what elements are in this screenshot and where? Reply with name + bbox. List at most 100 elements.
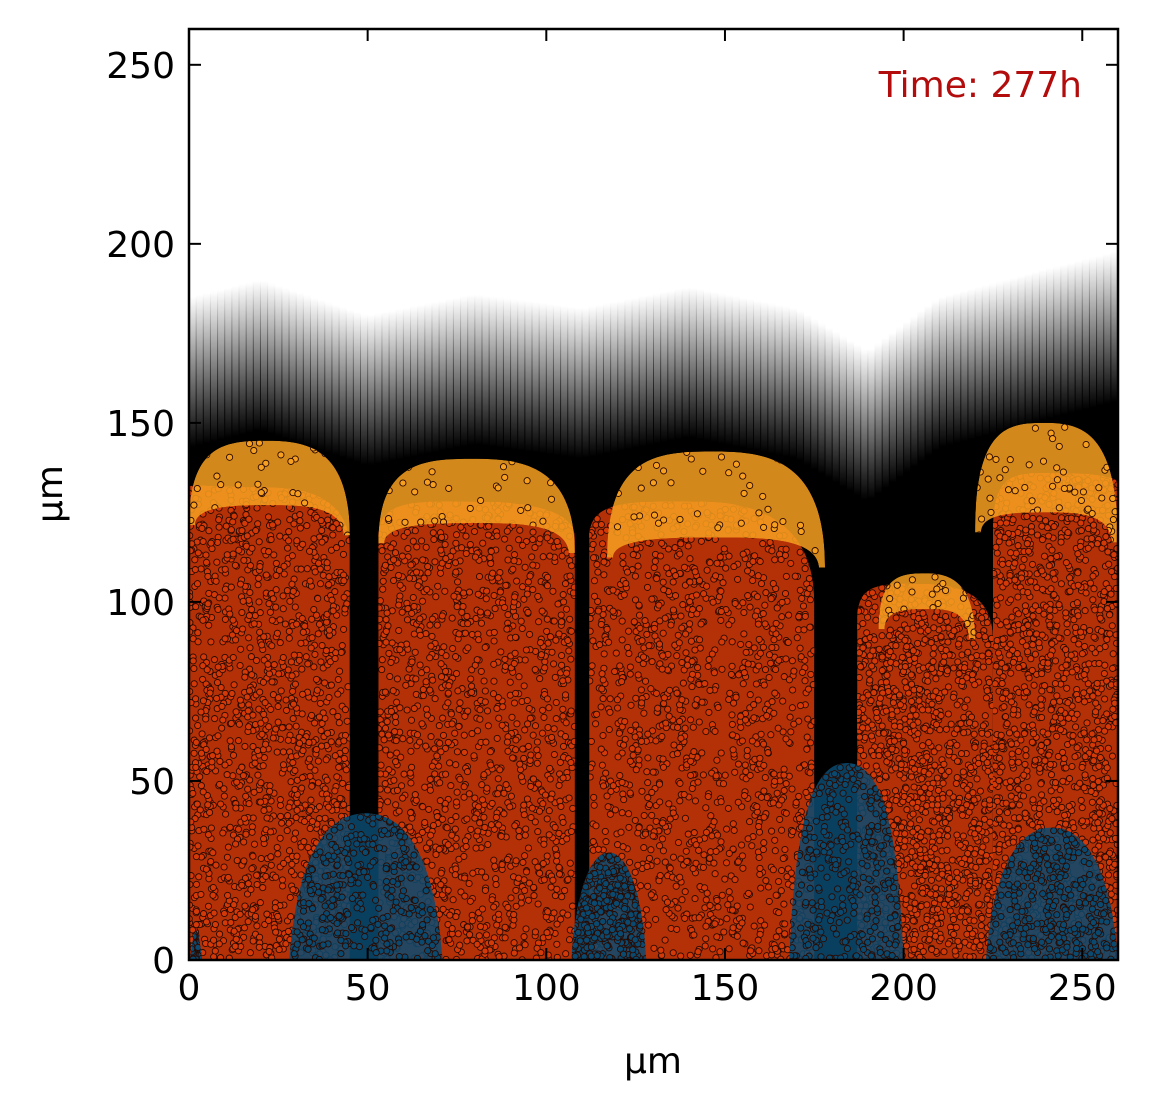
cell-point xyxy=(420,574,428,582)
cell-point xyxy=(710,669,718,677)
cell-point xyxy=(329,607,337,615)
cell-point xyxy=(545,807,553,815)
cell-point xyxy=(717,798,725,806)
cell-point xyxy=(561,691,570,699)
cell-point xyxy=(275,670,283,678)
field-fade-strip xyxy=(767,303,776,454)
cell-point xyxy=(728,711,736,719)
cell-point xyxy=(227,583,235,591)
cell-point xyxy=(265,600,273,608)
field-fade-strip xyxy=(853,344,862,496)
cell-point xyxy=(782,780,790,788)
cell-point xyxy=(494,775,502,783)
cell-point xyxy=(229,550,237,558)
cell-point xyxy=(438,533,446,541)
field-fade-strip xyxy=(981,285,990,436)
cell-point xyxy=(286,893,294,901)
field-fade-strip xyxy=(524,301,533,452)
cell-point xyxy=(437,673,446,681)
cell-point xyxy=(515,673,523,681)
cell-point xyxy=(190,680,198,688)
cell-point xyxy=(322,756,330,764)
cell-point xyxy=(660,694,668,702)
cell-point xyxy=(418,720,426,728)
cell-point xyxy=(291,785,299,793)
cell-point xyxy=(317,658,325,666)
cell-point xyxy=(555,829,563,837)
cell-point xyxy=(213,678,222,687)
field-fade-strip xyxy=(1088,257,1098,408)
cell-point xyxy=(654,704,662,712)
cell-point xyxy=(788,704,796,712)
cell-point xyxy=(487,547,495,555)
cell-point xyxy=(407,747,415,755)
cell-point xyxy=(728,638,736,646)
cell-point xyxy=(396,592,404,600)
cell-point xyxy=(254,581,262,589)
cell-point xyxy=(272,571,280,580)
cell-point xyxy=(682,649,690,657)
cell-point xyxy=(491,605,499,613)
cell-point xyxy=(732,693,740,701)
cell-point xyxy=(285,803,293,811)
field-fade-strip xyxy=(1010,277,1019,428)
cell-point xyxy=(250,840,259,848)
cell-point xyxy=(223,853,231,861)
cell-point xyxy=(570,722,575,731)
cell-point xyxy=(678,658,686,667)
cell-point xyxy=(314,779,322,787)
cell-point xyxy=(237,645,245,653)
cell-point xyxy=(659,847,667,855)
cell-point xyxy=(399,735,407,743)
cell-point xyxy=(293,620,301,628)
cell-point xyxy=(430,535,438,544)
cell-point xyxy=(443,824,451,832)
cell-point xyxy=(680,790,688,799)
cell-point xyxy=(697,620,705,628)
cell-point xyxy=(695,576,704,585)
cell-point xyxy=(555,863,563,871)
cell-point xyxy=(635,601,643,609)
cell-point xyxy=(270,551,278,559)
cell-point xyxy=(614,704,622,712)
cell-point xyxy=(250,620,258,628)
cell-point xyxy=(465,588,474,596)
cell-point xyxy=(441,587,449,595)
cell-point xyxy=(409,537,417,545)
cell-point xyxy=(475,932,483,940)
cell-point xyxy=(687,771,695,779)
cell-point xyxy=(681,814,689,822)
cell-point xyxy=(559,591,567,599)
cell-point xyxy=(468,730,476,738)
cell-point xyxy=(806,596,814,604)
cell-point xyxy=(725,888,733,896)
field-fade-strip xyxy=(845,340,855,491)
field-dark-strip xyxy=(581,457,590,960)
cell-point xyxy=(594,568,602,576)
cell-point xyxy=(767,731,775,739)
cell-point xyxy=(339,779,347,787)
cell-point xyxy=(929,657,937,666)
cell-point xyxy=(527,813,535,822)
cell-point xyxy=(379,577,387,585)
cell-point xyxy=(298,614,306,623)
cell-point xyxy=(807,670,815,678)
cell-point xyxy=(259,866,267,874)
field-fade-strip xyxy=(774,304,783,456)
cell-point xyxy=(503,855,512,864)
cell-point xyxy=(638,787,646,795)
cell-point xyxy=(240,857,248,865)
cell-point xyxy=(194,629,202,637)
cell-point xyxy=(256,562,264,571)
cell-point xyxy=(238,608,246,617)
cell-point xyxy=(232,708,240,716)
cell-point xyxy=(315,559,323,567)
cell-point xyxy=(325,573,333,581)
cell-point xyxy=(288,860,296,868)
cell-point xyxy=(493,704,501,713)
cell-point xyxy=(206,808,214,817)
cell-point xyxy=(677,855,685,863)
cell-point xyxy=(724,901,732,909)
cell-point xyxy=(550,660,558,668)
cell-point xyxy=(635,611,644,619)
